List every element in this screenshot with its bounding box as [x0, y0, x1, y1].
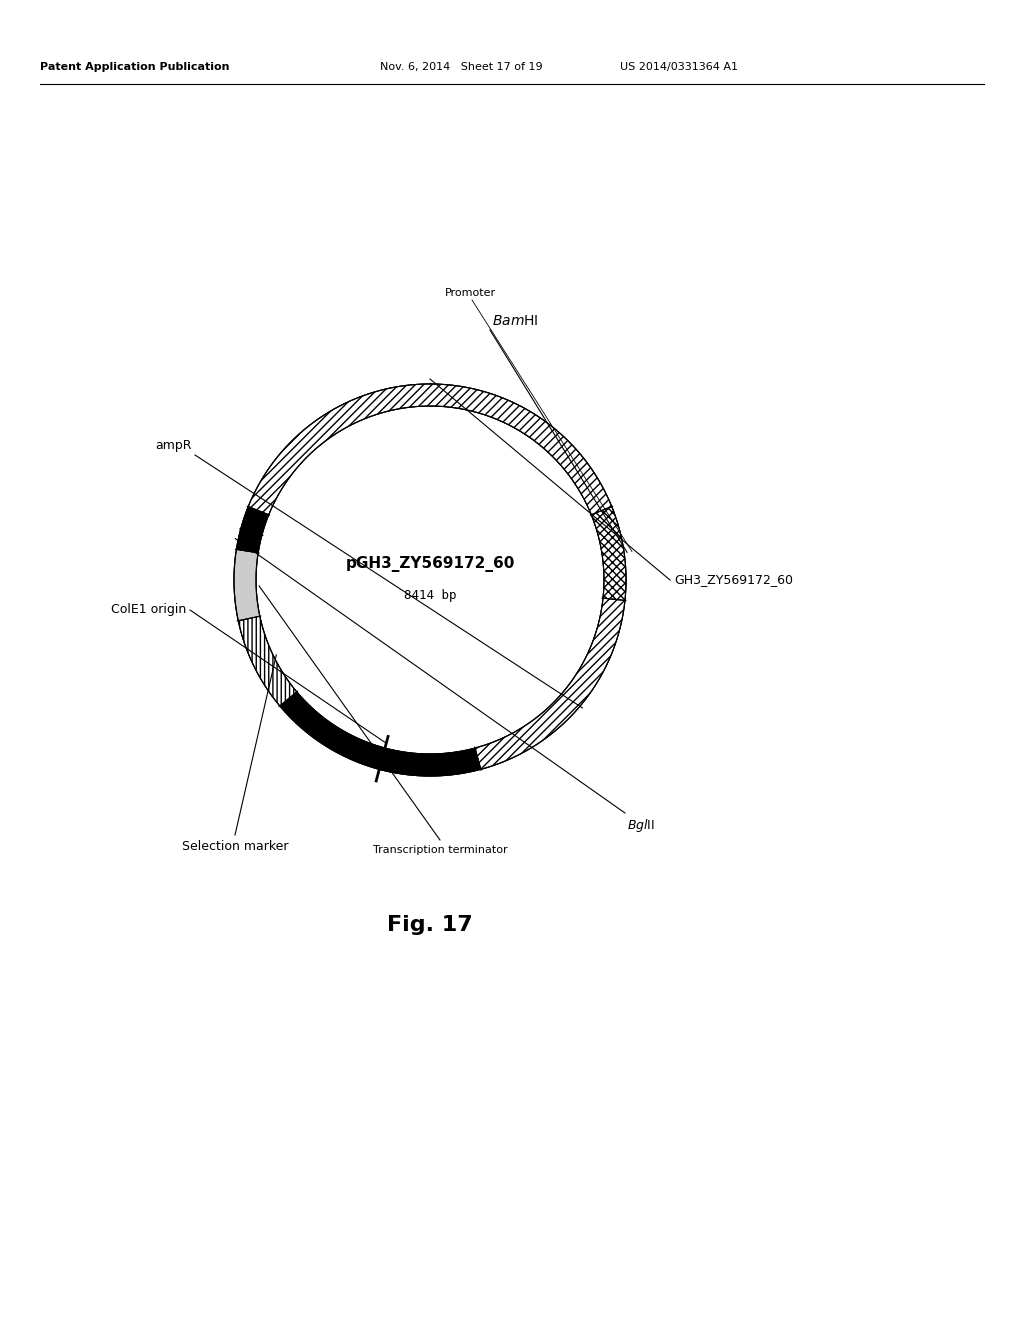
Polygon shape — [248, 384, 611, 515]
Polygon shape — [241, 507, 268, 535]
Text: Selection marker: Selection marker — [181, 840, 288, 853]
Text: Patent Application Publication: Patent Application Publication — [40, 62, 229, 73]
Text: pGH3_ZY569172_60: pGH3_ZY569172_60 — [345, 556, 515, 572]
Polygon shape — [234, 384, 626, 776]
Polygon shape — [591, 507, 626, 601]
Text: ColE1 origin: ColE1 origin — [111, 603, 186, 616]
Text: $\it{Bam}$HI: $\it{Bam}$HI — [492, 314, 539, 327]
Text: Promoter: Promoter — [444, 288, 496, 298]
Text: US 2014/0331364 A1: US 2014/0331364 A1 — [620, 62, 738, 73]
Text: ampR: ampR — [156, 440, 193, 451]
Text: Nov. 6, 2014   Sheet 17 of 19: Nov. 6, 2014 Sheet 17 of 19 — [380, 62, 543, 73]
Text: 8414 bp: 8414 bp — [403, 590, 457, 602]
Text: GH3_ZY569172_60: GH3_ZY569172_60 — [674, 573, 793, 586]
Polygon shape — [234, 549, 260, 620]
Text: Fig. 17: Fig. 17 — [387, 915, 473, 935]
Polygon shape — [237, 529, 262, 553]
Text: Transcription terminator: Transcription terminator — [373, 845, 507, 855]
Text: $\it{Bgl}$II: $\it{Bgl}$II — [627, 817, 655, 834]
Polygon shape — [475, 598, 625, 770]
Polygon shape — [239, 616, 297, 706]
Polygon shape — [280, 692, 480, 776]
